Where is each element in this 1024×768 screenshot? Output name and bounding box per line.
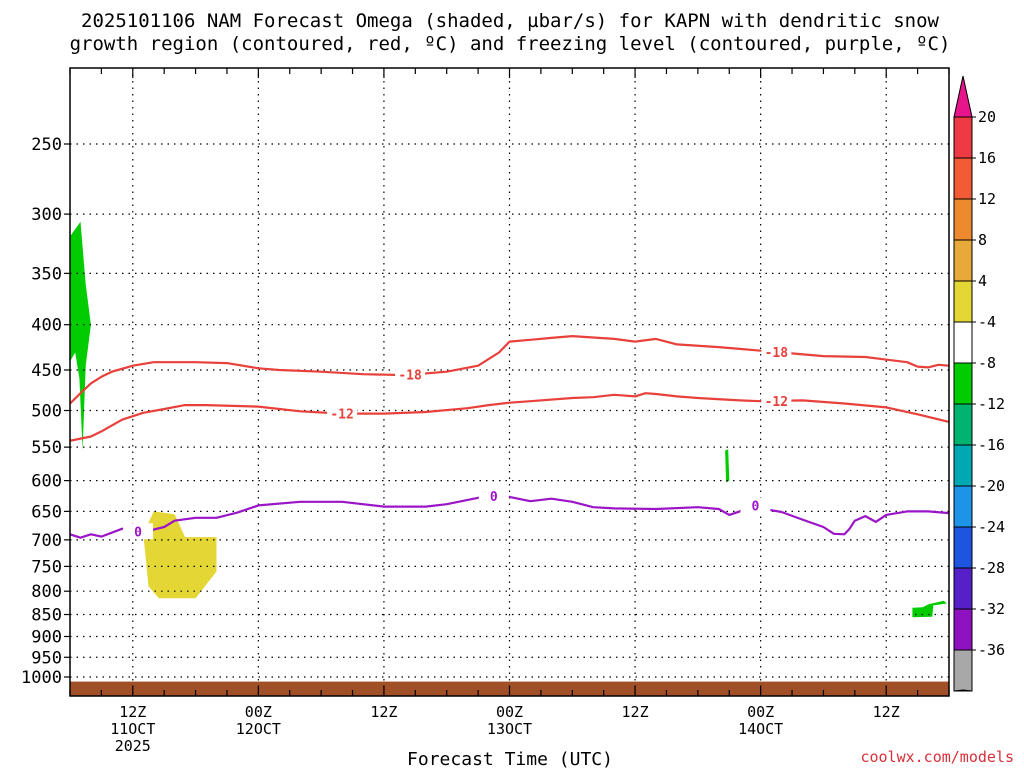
x-tick-label: 12Z <box>622 703 649 721</box>
chart-title-line-2: growth region (contoured, red, ºC) and f… <box>70 33 951 55</box>
x-tick-label: 2025 <box>115 737 151 755</box>
colorbar-label: -4 <box>978 313 996 331</box>
y-tick-label: 450 <box>31 361 62 381</box>
colorbar-swatch <box>953 198 973 241</box>
colorbar-label: -36 <box>978 641 1005 659</box>
x-tick-label: 11OCT <box>110 720 155 738</box>
omega-region-2 <box>912 600 947 618</box>
contour-label--12: -12 <box>765 395 788 410</box>
x-tick-label: 12Z <box>119 703 146 721</box>
y-tick-label: 600 <box>31 472 62 492</box>
contour-label--18: -18 <box>398 369 422 384</box>
colorbar-swatch <box>953 157 973 200</box>
colorbar-label: 12 <box>978 190 996 208</box>
colorbar-swatch <box>953 485 973 528</box>
x-tick-label: 00Z <box>747 703 774 721</box>
y-tick-label: 750 <box>31 557 62 577</box>
y-tick-label: 350 <box>31 264 62 284</box>
contour-label-0: 0 <box>751 499 759 514</box>
colorbar-swatch <box>953 280 973 323</box>
contour-label-bg <box>327 405 358 422</box>
contour-lines: -18 -18 -12 -12 0 0 0 <box>70 335 949 540</box>
y-tick-label: 900 <box>31 627 62 647</box>
credit-text: coolwx.com/models <box>860 748 1014 766</box>
x-tick-label: 12OCT <box>236 720 281 738</box>
x-tick-label: 00Z <box>245 703 272 721</box>
colorbar-swatch <box>953 526 973 569</box>
x-axis-label: Forecast Time (UTC) <box>407 749 613 768</box>
y-tick-label: 550 <box>31 438 62 458</box>
y-tick-label: 650 <box>31 502 62 522</box>
contour-label-bg <box>761 344 792 361</box>
y-tick-label: 850 <box>31 606 62 626</box>
colorbar-label: -28 <box>978 559 1005 577</box>
contour-label--18: -18 <box>765 346 789 361</box>
colorbar-label: -16 <box>978 436 1005 454</box>
colorbar-label: -8 <box>978 354 996 372</box>
y-tick-label: 250 <box>31 135 62 155</box>
colorbar-bottom-arrow <box>953 689 973 692</box>
y-tick-label: 800 <box>31 582 62 602</box>
colorbar: 20 16 12 8 4 -4 -8 -12 -16 -20 -24 -28 -32 -36 <box>953 75 1005 692</box>
colorbar-label: 16 <box>978 149 996 167</box>
grid-lines <box>70 68 949 696</box>
x-tick-label: 13OCT <box>487 720 532 738</box>
colorbar-swatch <box>953 444 973 487</box>
colorbar-label: -32 <box>978 600 1005 618</box>
y-tick-label: 500 <box>31 402 62 422</box>
contour-label--12: -12 <box>330 408 353 423</box>
colorbar-swatch <box>953 116 973 159</box>
y-tick-label: 400 <box>31 316 62 336</box>
y-tick-label: 950 <box>31 648 62 668</box>
colorbar-label: 20 <box>978 108 996 126</box>
colorbar-label: -24 <box>978 518 1005 536</box>
colorbar-top-arrow <box>953 75 973 118</box>
y-tick-label: 1000 <box>21 668 62 688</box>
omega-region-3 <box>143 511 217 599</box>
colorbar-swatch <box>953 567 973 610</box>
chart-title-line-1: 2025101106 NAM Forecast Omega (shaded, µ… <box>81 10 939 32</box>
y-axis-ticks: 2503003504004505005506006507007508008509… <box>21 135 70 688</box>
colorbar-label: -20 <box>978 477 1005 495</box>
colorbar-label: 4 <box>978 272 987 290</box>
contour-label-bg <box>761 392 792 409</box>
contour-label-bg <box>478 487 509 504</box>
colorbar-swatch <box>953 403 973 446</box>
contour-line--18 <box>70 335 949 405</box>
contour-label-bg <box>395 366 426 383</box>
omega-region-1 <box>725 449 730 483</box>
colorbar-label: 8 <box>978 231 987 249</box>
contour-label-bg <box>740 497 771 514</box>
contour-line-0 <box>70 494 949 539</box>
contour-label-0: 0 <box>490 490 498 505</box>
colorbar-swatch <box>953 321 973 364</box>
y-tick-label: 300 <box>31 205 62 225</box>
plot-area: -18 -18 -12 -12 0 0 0 250 300 350 400 450 500 550 600… <box>21 67 950 755</box>
x-tick-label: 12Z <box>370 703 397 721</box>
y-tick-label: 700 <box>31 531 62 551</box>
colorbar-swatch <box>953 362 973 405</box>
x-tick-label: 00Z <box>496 703 523 721</box>
contour-label-0: 0 <box>134 525 142 540</box>
colorbar-swatch <box>953 608 973 651</box>
omega-region-0 <box>70 221 91 451</box>
x-tick-label: 14OCT <box>738 720 783 738</box>
contour-line--12 <box>70 392 949 442</box>
colorbar-label: -12 <box>978 395 1005 413</box>
x-tick-label: 12Z <box>873 703 900 721</box>
contour-label-bg <box>123 523 154 540</box>
colorbar-swatch <box>953 649 973 692</box>
colorbar-swatch <box>953 239 973 282</box>
